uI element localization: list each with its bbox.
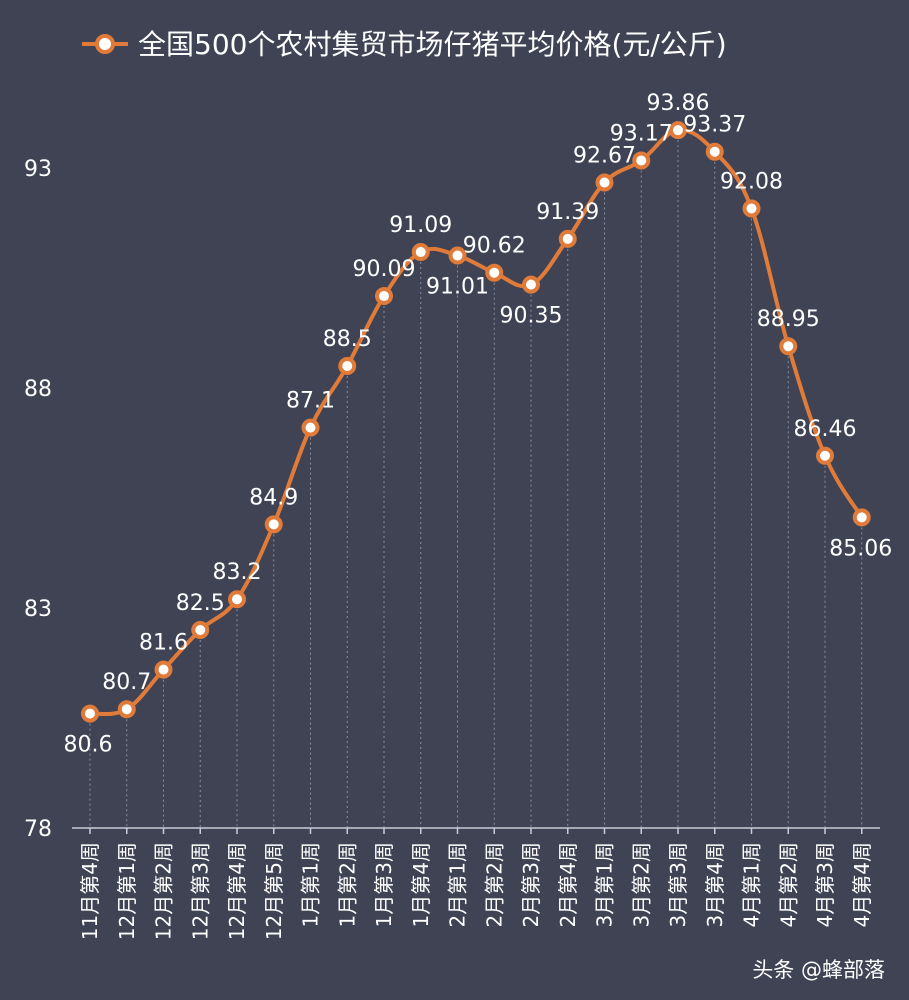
data-label: 82.5 bbox=[176, 591, 225, 616]
data-point bbox=[375, 287, 393, 306]
data-point bbox=[191, 621, 210, 639]
data-point bbox=[742, 199, 761, 218]
data-label: 93.86 bbox=[647, 91, 710, 116]
data-point bbox=[705, 142, 724, 161]
x-tick-label: 2月第2周 bbox=[482, 842, 506, 927]
data-point bbox=[228, 590, 246, 609]
data-label: 93.37 bbox=[683, 113, 746, 138]
data-label: 92.08 bbox=[720, 169, 783, 194]
x-tick-label: 4月第3周 bbox=[813, 842, 837, 927]
x-tick-label: 12月第4周 bbox=[225, 842, 249, 940]
data-points bbox=[81, 121, 871, 723]
data-label: 90.62 bbox=[463, 234, 526, 259]
legend-marker-swatch bbox=[95, 34, 115, 54]
x-tick-label: 3月第2周 bbox=[629, 842, 653, 927]
x-tick-label: 12月第5周 bbox=[262, 842, 286, 940]
x-tick-label: 4月第4周 bbox=[850, 842, 874, 927]
data-label: 91.39 bbox=[536, 200, 599, 225]
data-point bbox=[595, 173, 614, 192]
y-axis-ticks: 78 83 88 93 bbox=[24, 157, 52, 842]
data-point bbox=[632, 151, 651, 170]
data-label: 88.95 bbox=[757, 307, 820, 332]
legend-label: 全国500个农村集贸市场仔猪平均价格(元/公斤) bbox=[138, 28, 727, 61]
data-label: 90.35 bbox=[500, 304, 563, 329]
y-tick-label: 88 bbox=[24, 377, 52, 402]
data-point bbox=[301, 418, 320, 437]
data-point bbox=[264, 515, 283, 534]
data-label: 86.46 bbox=[794, 417, 857, 442]
x-tick-label: 1月第1周 bbox=[299, 842, 323, 927]
x-tick-label: 3月第3周 bbox=[666, 842, 690, 927]
data-labels: 80.6 80.7 81.6 82.5 83.2 84.9 87.1 88.5 90.09 91.… bbox=[64, 91, 893, 757]
x-tick-label: 2月第1周 bbox=[446, 842, 470, 927]
watermark: 头条 @蜂部落 bbox=[752, 958, 885, 982]
x-axis-ticks: 11月第4周 12月第1周 12月第2周 12月第3周 12月第4周 12月第5周 1月第1… bbox=[78, 842, 874, 940]
data-label: 80.7 bbox=[102, 670, 151, 695]
data-label: 87.1 bbox=[286, 389, 335, 414]
data-label: 90.09 bbox=[353, 257, 416, 282]
data-point bbox=[117, 700, 136, 719]
data-label: 88.5 bbox=[323, 327, 372, 352]
legend: 全国500个农村集贸市场仔猪平均价格(元/公斤) bbox=[82, 28, 727, 61]
x-tick-label: 12月第1周 bbox=[115, 842, 139, 940]
data-label: 85.06 bbox=[829, 536, 892, 561]
x-tick-label: 1月第3周 bbox=[372, 842, 396, 927]
data-label: 91.09 bbox=[389, 213, 452, 238]
data-point bbox=[816, 446, 834, 465]
x-tick-label: 1月第2周 bbox=[335, 842, 359, 927]
axes bbox=[72, 827, 880, 834]
vertical-gridlines bbox=[89, 130, 863, 828]
x-tick-label: 12月第2周 bbox=[152, 842, 176, 940]
data-point bbox=[522, 275, 540, 294]
data-point bbox=[154, 660, 173, 679]
data-point bbox=[338, 357, 357, 375]
data-point bbox=[558, 229, 577, 248]
x-tick-label: 3月第4周 bbox=[703, 842, 727, 927]
data-point bbox=[411, 243, 430, 262]
y-tick-label: 93 bbox=[24, 157, 52, 182]
data-point bbox=[779, 337, 798, 356]
y-tick-label: 83 bbox=[24, 597, 52, 622]
data-label: 80.6 bbox=[64, 733, 113, 758]
data-point bbox=[81, 704, 99, 723]
data-label: 84.9 bbox=[249, 485, 298, 510]
x-tick-label: 4月第1周 bbox=[740, 842, 764, 927]
x-tick-label: 1月第4周 bbox=[409, 842, 433, 927]
data-label: 93.17 bbox=[610, 122, 673, 147]
x-tick-label: 4月第2周 bbox=[776, 842, 800, 927]
x-tick-label: 2月第4周 bbox=[556, 842, 580, 927]
data-point bbox=[485, 263, 504, 282]
data-label: 81.6 bbox=[139, 631, 188, 656]
data-label: 91.01 bbox=[426, 275, 489, 300]
data-label: 83.2 bbox=[213, 560, 262, 585]
x-tick-label: 11月第4周 bbox=[78, 842, 102, 940]
data-point bbox=[669, 121, 687, 140]
x-tick-label: 3月第1周 bbox=[593, 842, 617, 927]
data-point bbox=[448, 246, 467, 265]
y-tick-label: 78 bbox=[24, 817, 52, 842]
data-point bbox=[852, 508, 871, 527]
x-tick-label: 2月第3周 bbox=[519, 842, 543, 927]
data-label: 92.67 bbox=[573, 144, 636, 169]
x-tick-label: 12月第3周 bbox=[188, 842, 212, 940]
